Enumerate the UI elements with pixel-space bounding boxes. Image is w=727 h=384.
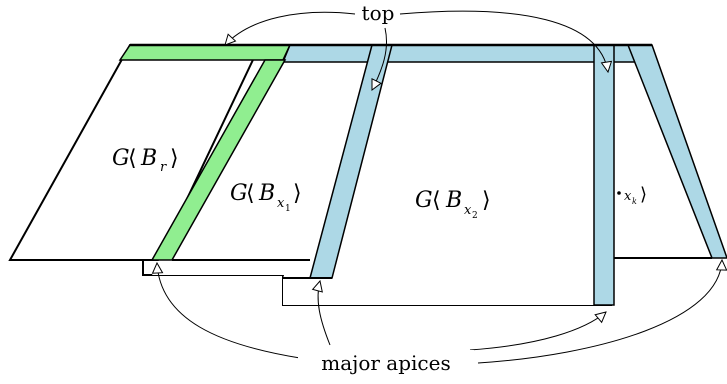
svg-text:G: G <box>112 146 130 171</box>
svg-text:r: r <box>160 160 167 175</box>
arrow-apex-green <box>157 263 301 359</box>
label-g-bx1: G ⟨ B x 1 ⟩ <box>230 181 302 214</box>
svg-text:B: B <box>258 181 275 206</box>
label-g-bx2: G ⟨ B x 2 ⟩ <box>415 188 491 221</box>
svg-text:⟨: ⟨ <box>246 181 255 206</box>
page-bx1 <box>152 60 380 275</box>
svg-text:1: 1 <box>285 204 291 214</box>
top-label-bg <box>358 0 398 26</box>
svg-text:⟨: ⟨ <box>128 146 137 171</box>
svg-text:B: B <box>445 188 462 213</box>
svg-text:k: k <box>632 197 637 206</box>
arrow-apex-blue-left <box>318 281 331 346</box>
svg-text:2: 2 <box>472 211 478 221</box>
svg-text:B: B <box>140 146 157 171</box>
svg-text:x: x <box>464 203 472 218</box>
svg-text:G: G <box>230 181 248 206</box>
svg-text:x: x <box>624 189 632 204</box>
arrow-apex-blue-right <box>477 260 722 364</box>
top-label: top <box>362 1 395 25</box>
strip-blue-vertical <box>593 44 615 306</box>
major-apices-bg <box>298 350 474 376</box>
label-g-br: G ⟨ B r ⟩ <box>112 146 179 175</box>
svg-text:⟩: ⟩ <box>170 146 179 171</box>
svg-text:⟩: ⟩ <box>640 184 647 205</box>
major-apices-label: major apices <box>321 351 450 375</box>
svg-text:⟨: ⟨ <box>432 188 441 213</box>
svg-text:⟩: ⟩ <box>293 181 302 206</box>
svg-text:x: x <box>277 196 285 211</box>
svg-text:⟩: ⟩ <box>482 188 491 213</box>
svg-text:G: G <box>415 188 433 213</box>
arrow-top-left <box>225 11 356 45</box>
label-g-bxk: x k ⟩ <box>617 184 647 206</box>
arrow-top-right <box>399 10 608 72</box>
arrow-apex-blue-vertical <box>469 312 606 351</box>
arrow-top-middle <box>372 27 388 90</box>
top-band-green <box>118 44 292 61</box>
